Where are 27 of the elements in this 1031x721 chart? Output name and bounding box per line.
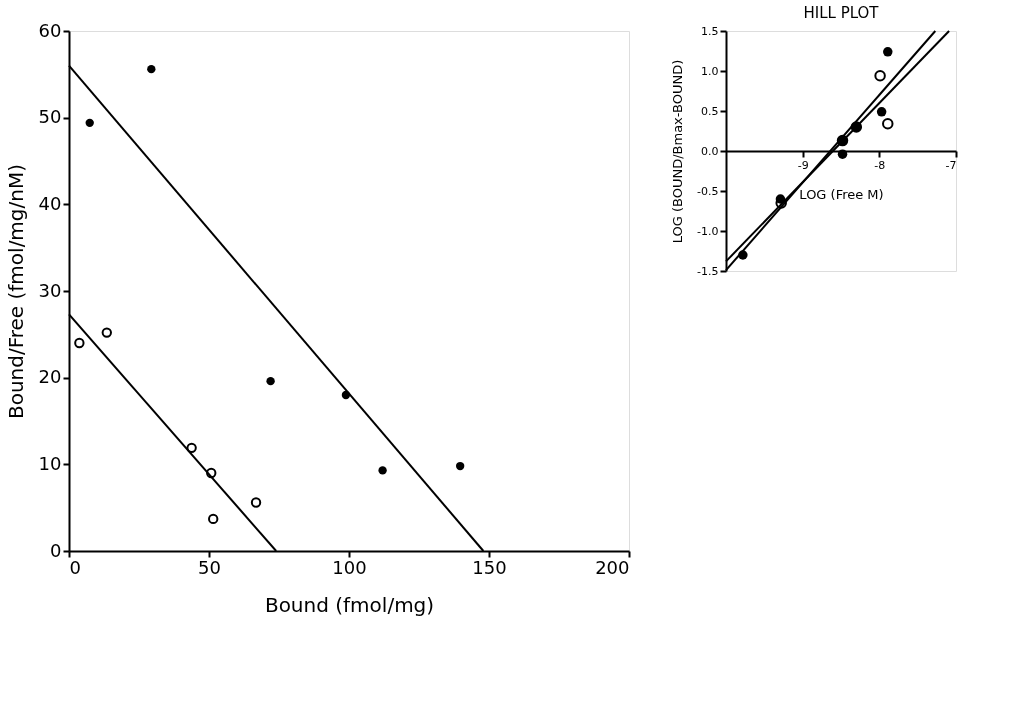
y-tick-label: 60 bbox=[38, 19, 62, 41]
y-tick-label: 20 bbox=[38, 366, 62, 388]
x-tick-label: -9 bbox=[797, 158, 809, 172]
x-tick-label: 200 bbox=[595, 556, 630, 578]
y-tick-label: -0.5 bbox=[697, 184, 719, 198]
x-tick-label: -8 bbox=[874, 158, 886, 172]
y-tick-label: 1.5 bbox=[701, 24, 719, 38]
y-tick-label: 0.0 bbox=[701, 144, 719, 158]
x-tick-label: 100 bbox=[332, 556, 367, 578]
y-tick-label: 30 bbox=[38, 279, 62, 301]
x-tick-label: 0 bbox=[69, 556, 81, 578]
x-axis-title: Bound (fmol/mg) bbox=[264, 592, 435, 617]
y-tick-label: 10 bbox=[38, 452, 62, 474]
x-axis-title: LOG (Free M) bbox=[799, 186, 884, 202]
y-tick-label: 40 bbox=[38, 192, 62, 214]
y-tick-label: 50 bbox=[38, 106, 62, 128]
x-tick-label: 150 bbox=[472, 556, 507, 578]
y-tick-label: 0.5 bbox=[701, 104, 719, 118]
y-axis-title: Bound/Free (fmol/mg/nM) bbox=[3, 163, 28, 420]
y-tick-label: 1.0 bbox=[701, 64, 719, 78]
x-tick-label: -7 bbox=[945, 158, 957, 172]
chart-title: HILL PLOT bbox=[803, 4, 880, 22]
y-tick-label: -1.0 bbox=[697, 224, 719, 238]
y-axis-title: LOG (BOUND/Bmax-BOUND) bbox=[670, 59, 686, 244]
y-tick-label: -1.5 bbox=[697, 264, 719, 278]
x-tick-label: 50 bbox=[198, 556, 221, 578]
y-tick-label: 0 bbox=[50, 539, 62, 561]
